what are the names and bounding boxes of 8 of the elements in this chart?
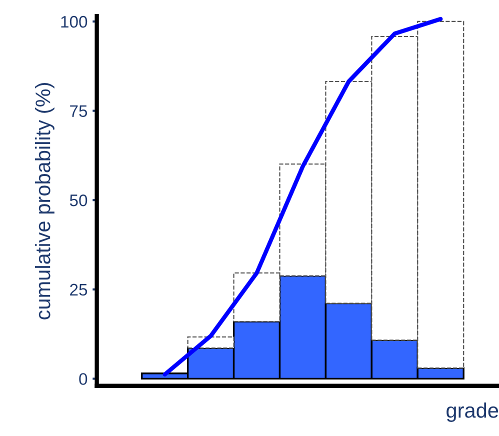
y-tick-label: 0: [79, 373, 88, 385]
y-tick-label: 75: [70, 105, 88, 117]
y-axis-title: cumulative probability (%): [34, 83, 54, 320]
x-axis-title: grade: [446, 402, 498, 422]
y-tick-label: 50: [70, 194, 88, 206]
y-tick-label: 25: [70, 284, 88, 296]
line-series: [162, 16, 443, 377]
y-tick-label: 100: [61, 16, 88, 28]
